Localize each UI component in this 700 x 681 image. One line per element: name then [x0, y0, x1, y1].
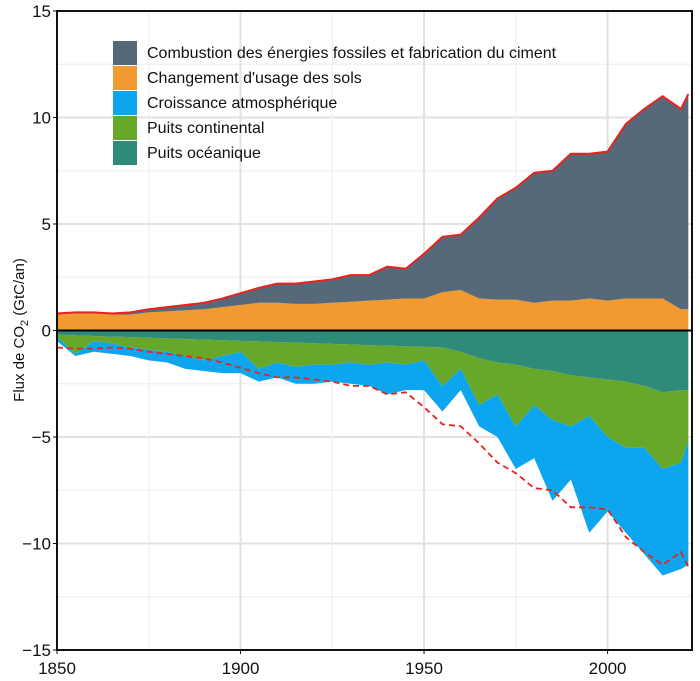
y-axis-label: Flux de CO2 (GtC/an)	[11, 258, 31, 402]
legend-label: Puits continental	[147, 120, 264, 137]
legend: Combustion des énergies fossiles et fabr…	[113, 41, 557, 165]
area-ocean-sink	[57, 330, 689, 393]
area-land-use-change	[57, 290, 689, 331]
legend-label: Combustion des énergies fossiles et fabr…	[147, 45, 557, 62]
x-tick-label: 1950	[405, 659, 443, 678]
legend-item: Croissance atmosphérique	[113, 91, 337, 115]
y-tick-label: 0	[42, 322, 51, 341]
legend-swatch	[113, 66, 137, 90]
area-fossil-emissions	[57, 94, 689, 315]
areas	[57, 94, 689, 576]
legend-label: Puits océanique	[147, 145, 261, 162]
legend-item: Combustion des énergies fossiles et fabr…	[113, 41, 557, 65]
legend-swatch	[113, 91, 137, 115]
legend-swatch	[113, 116, 137, 140]
y-tick-label: −10	[22, 535, 51, 554]
y-tick-label: 5	[42, 215, 51, 234]
area-atmospheric-growth	[57, 336, 689, 576]
y-tick-label: 15	[32, 2, 51, 21]
lines	[56, 93, 690, 568]
legend-label: Changement d'usage des sols	[147, 70, 362, 87]
mirrored-emissions-dashed-line	[56, 346, 690, 568]
y-tick-label: −15	[22, 641, 51, 660]
legend-label: Croissance atmosphérique	[147, 95, 337, 112]
x-tick-label: 2000	[589, 659, 627, 678]
legend-item: Puits continental	[113, 116, 264, 140]
y-tick-label: −5	[32, 428, 51, 447]
legend-swatch	[113, 141, 137, 165]
y-tick-label: 10	[32, 109, 51, 128]
legend-item: Puits océanique	[113, 141, 261, 165]
legend-item: Changement d'usage des sols	[113, 66, 362, 90]
legend-swatch	[113, 41, 137, 65]
x-tick-label: 1850	[38, 659, 76, 678]
x-tick-label: 1900	[222, 659, 260, 678]
axis-ticks: −15 −10 −5 0 5 10 15 1850 1900 1950 2000	[22, 2, 626, 678]
total-emissions-line	[56, 93, 690, 315]
area-land-sink	[57, 334, 689, 469]
